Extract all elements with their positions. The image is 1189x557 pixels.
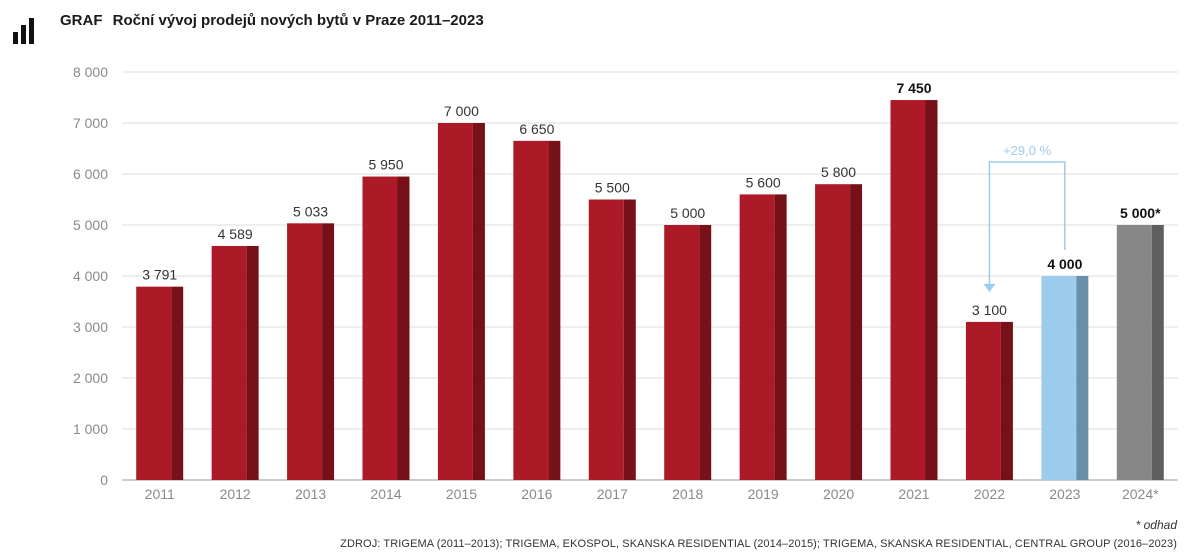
x-tick-2022: 2022 <box>974 486 1005 502</box>
bar-side-2015 <box>472 123 485 480</box>
bar-2016 <box>513 140 549 480</box>
bar-side-2011 <box>171 286 184 480</box>
value-labels: 3 791 4 589 5 033 5 950 7 000 6 650 5 500 5 000… <box>142 80 1161 318</box>
y-tick-label: 4 000 <box>73 268 108 284</box>
value-label-2022: 3 100 <box>972 302 1007 318</box>
bar-2011 <box>136 286 172 480</box>
value-label-2015: 7 000 <box>444 103 479 119</box>
bar-side-2023 <box>1076 276 1089 480</box>
chart-title: GRAF Roční vývoj prodejů nových bytů v P… <box>60 12 484 29</box>
chart-title-text: Roční vývoj prodejů nových bytů v Praze … <box>112 12 484 29</box>
x-tick-2014: 2014 <box>370 486 401 502</box>
footnote: * odhad <box>1135 518 1177 532</box>
bar-side-2019 <box>774 194 787 480</box>
value-label-2020: 5 800 <box>821 164 856 180</box>
bar-2023 <box>1041 276 1077 480</box>
value-label-2019: 5 600 <box>746 174 781 190</box>
bar-side-2012 <box>246 245 259 480</box>
bar-2015 <box>437 123 473 480</box>
bar-2018 <box>664 225 700 480</box>
bar-2022 <box>965 321 1001 480</box>
bar-side-2021 <box>925 100 938 481</box>
x-tick-2018: 2018 <box>672 486 703 502</box>
value-label-2017: 5 500 <box>595 180 630 196</box>
bar-2017 <box>588 199 624 480</box>
y-tick-label: 7 000 <box>73 115 108 131</box>
value-label-2013: 5 033 <box>293 203 328 219</box>
value-label-2011: 3 791 <box>142 267 177 283</box>
y-tick-label: 3 000 <box>73 319 108 335</box>
y-tick-label: 2 000 <box>73 370 108 386</box>
bar-2014 <box>362 176 398 481</box>
annotation-bracket <box>988 161 1066 292</box>
x-tick-2015: 2015 <box>446 486 477 502</box>
grid-lines <box>122 71 1178 481</box>
y-axis-tick-labels: 0 1 000 2 000 3 000 4 000 5 000 6 000 7 000 8 00… <box>73 64 108 488</box>
value-label-2012: 4 589 <box>218 226 253 242</box>
x-tick-2021: 2021 <box>898 486 929 502</box>
value-label-2016: 6 650 <box>519 121 554 137</box>
bar-2019 <box>739 194 775 480</box>
bar-2012 <box>211 245 247 480</box>
source-note: ZDROJ: TRIGEMA (2011–2013); TRIGEMA, EKO… <box>340 538 1177 550</box>
bar-side-2022 <box>1000 321 1013 480</box>
chart-title-label: GRAF <box>60 12 103 29</box>
value-label-2014: 5 950 <box>368 157 403 173</box>
x-tick-2024*: 2024* <box>1122 486 1159 502</box>
bar-side-2018 <box>699 225 712 480</box>
bar-2013 <box>287 223 323 480</box>
bar-side-2024* <box>1151 225 1164 480</box>
x-tick-2012: 2012 <box>220 486 251 502</box>
bar-side-2017 <box>623 199 636 480</box>
annotation-arrow-head <box>983 283 996 292</box>
bar-side-2016 <box>548 140 561 480</box>
x-tick-2013: 2013 <box>295 486 326 502</box>
x-tick-2020: 2020 <box>823 486 854 502</box>
bar-side-2020 <box>850 184 863 480</box>
growth-annotation: +29,0 % <box>983 143 1066 292</box>
value-label-2024*: 5 000* <box>1120 205 1161 221</box>
bars <box>136 100 1164 481</box>
value-label-2023: 4 000 <box>1047 256 1082 272</box>
bar-2020 <box>815 184 851 480</box>
x-axis-tick-labels: 2011 2012 2013 2014 2015 2016 2017 2018 2019 2020… <box>145 486 1159 502</box>
bar-2024* <box>1116 225 1152 480</box>
y-tick-label: 6 000 <box>73 166 108 182</box>
bar-chart: 0 1 000 2 000 3 000 4 000 5 000 6 000 7 000 8 00… <box>73 64 1178 502</box>
bar-side-2013 <box>322 223 335 480</box>
x-tick-2016: 2016 <box>521 486 552 502</box>
x-tick-2019: 2019 <box>748 486 779 502</box>
x-tick-2017: 2017 <box>597 486 628 502</box>
value-label-2021: 7 450 <box>896 80 931 96</box>
bar-side-2014 <box>397 176 410 481</box>
y-tick-label: 0 <box>100 472 108 488</box>
x-tick-2023: 2023 <box>1049 486 1080 502</box>
bar-chart-icon <box>13 18 37 44</box>
annotation-label: +29,0 % <box>1003 143 1052 158</box>
y-tick-label: 1 000 <box>73 421 108 437</box>
y-tick-label: 8 000 <box>73 64 108 80</box>
chart-header: GRAF Roční vývoj prodejů nových bytů v P… <box>0 0 1189 50</box>
x-tick-2011: 2011 <box>145 486 175 502</box>
value-label-2018: 5 000 <box>670 205 705 221</box>
bar-2021 <box>890 100 926 481</box>
y-tick-label: 5 000 <box>73 217 108 233</box>
